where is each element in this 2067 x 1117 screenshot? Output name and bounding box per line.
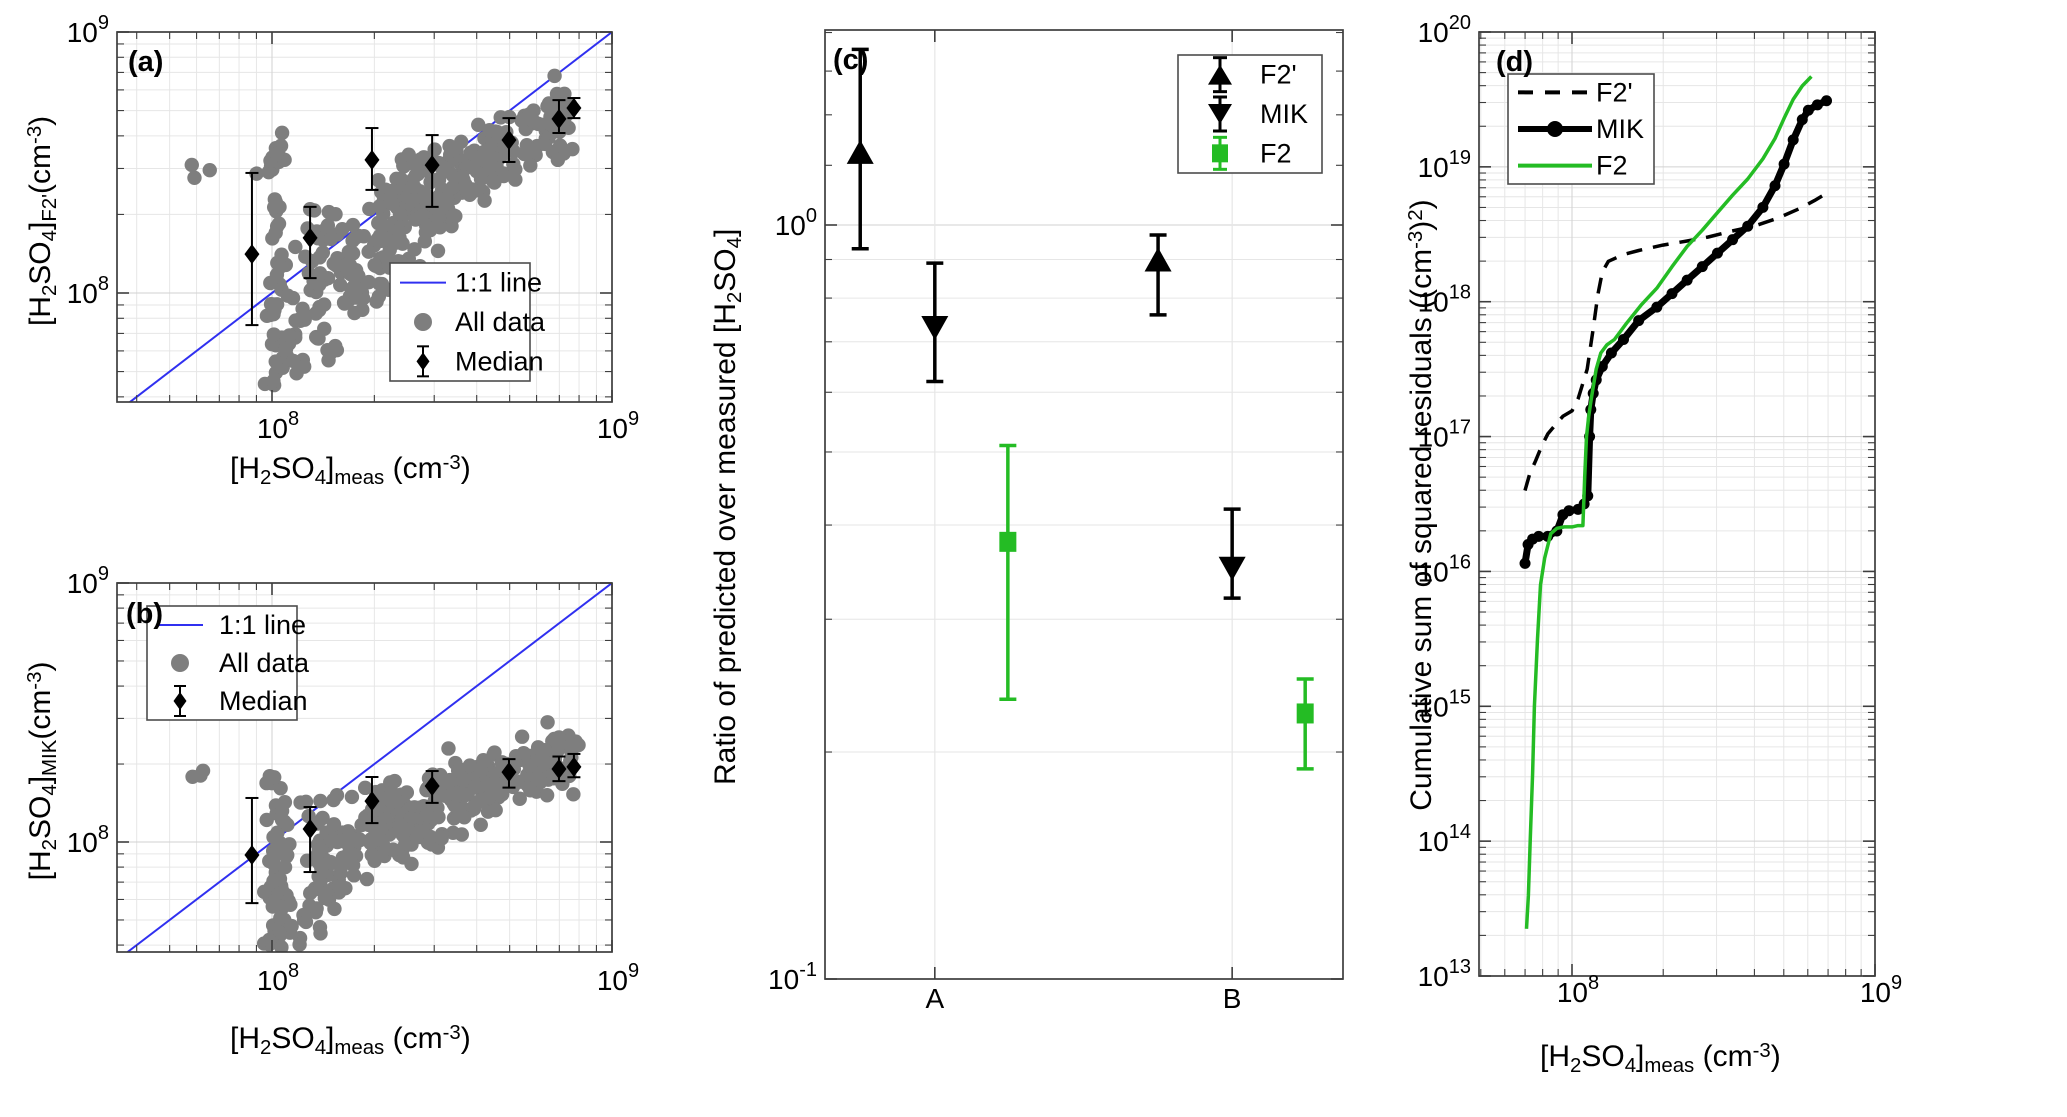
panel-a-letter: (a): [128, 46, 164, 78]
svg-text:108: 108: [257, 408, 299, 444]
panel-b-letter: (b): [126, 598, 164, 630]
svg-text:1013: 1013: [1418, 956, 1471, 992]
curve-F2': [1523, 193, 1825, 491]
median-series: [244, 97, 582, 327]
panel-a-xlabel: [H2SO4]meas (cm-3): [230, 452, 471, 489]
ratio-series: [846, 47, 1314, 771]
svg-text:1017: 1017: [1418, 417, 1471, 453]
series-F2': [846, 47, 1172, 317]
plot-area: [126, 583, 612, 952]
svg-text:100: 100: [775, 205, 817, 241]
legend: 1:1 line All data Median: [146, 605, 310, 721]
svg-text:1016: 1016: [1418, 551, 1471, 587]
legend: F2' MIK F2: [1177, 54, 1323, 174]
series-MIK: [921, 261, 1246, 600]
svg-text:10-1: 10-1: [768, 959, 817, 995]
legend: 1:1 line All data Median: [389, 262, 546, 382]
legend-label: MIK: [1260, 99, 1308, 129]
panel-d-letter: (d): [1496, 46, 1534, 78]
svg-text:109: 109: [67, 12, 109, 48]
svg-text:1019: 1019: [1418, 147, 1471, 183]
svg-text:1020: 1020: [1418, 12, 1471, 48]
svg-text:108: 108: [1557, 972, 1599, 1008]
axes-spines: [824, 29, 1344, 980]
panel-d-ylabel: Cumulative sum of squared residuals ((cm…: [1404, 199, 1439, 811]
legend-label: F2': [1260, 60, 1297, 90]
svg-text:108: 108: [257, 960, 299, 996]
legend-label: 1:1 line: [455, 268, 542, 298]
plot-area: [129, 32, 612, 402]
legend-label: F2: [1260, 138, 1292, 168]
category-label: A: [925, 983, 944, 1014]
curves: [1519, 75, 1833, 929]
svg-text:109: 109: [67, 563, 109, 599]
axes-spines: [116, 582, 613, 953]
svg-text:109: 109: [597, 408, 639, 444]
svg-text:1018: 1018: [1418, 282, 1471, 318]
panel-d-xlabel: [H2SO4]meas (cm-3): [1540, 1040, 1781, 1077]
svg-text:109: 109: [597, 960, 639, 996]
svg-text:1014: 1014: [1418, 821, 1471, 857]
legend-label: Median: [455, 346, 544, 376]
median-series: [244, 752, 582, 905]
panel-b-xlabel: [H2SO4]meas (cm-3): [230, 1022, 471, 1059]
legend-label: MIK: [1596, 114, 1644, 144]
panel-c-letter: (c): [833, 44, 869, 76]
legend-label: All data: [219, 648, 310, 678]
grid: [1479, 31, 1876, 977]
category-label: B: [1223, 983, 1242, 1014]
legend-label: F2: [1596, 151, 1628, 181]
svg-text:108: 108: [67, 822, 109, 858]
legend: F2' MIK F2: [1507, 73, 1655, 185]
svg-text:1015: 1015: [1418, 686, 1471, 722]
svg-text:108: 108: [67, 273, 109, 309]
legend-label: All data: [455, 307, 546, 337]
series-F2: [999, 443, 1314, 771]
curve-MIK: [1521, 97, 1828, 564]
axes-spines: [1478, 31, 1876, 977]
legend-label: F2': [1596, 77, 1633, 107]
curve-F2: [1524, 75, 1813, 929]
svg-text:109: 109: [1860, 972, 1902, 1008]
legend-label: Median: [219, 686, 308, 716]
legend-label: 1:1 line: [219, 610, 306, 640]
axes-spines: [116, 31, 613, 403]
